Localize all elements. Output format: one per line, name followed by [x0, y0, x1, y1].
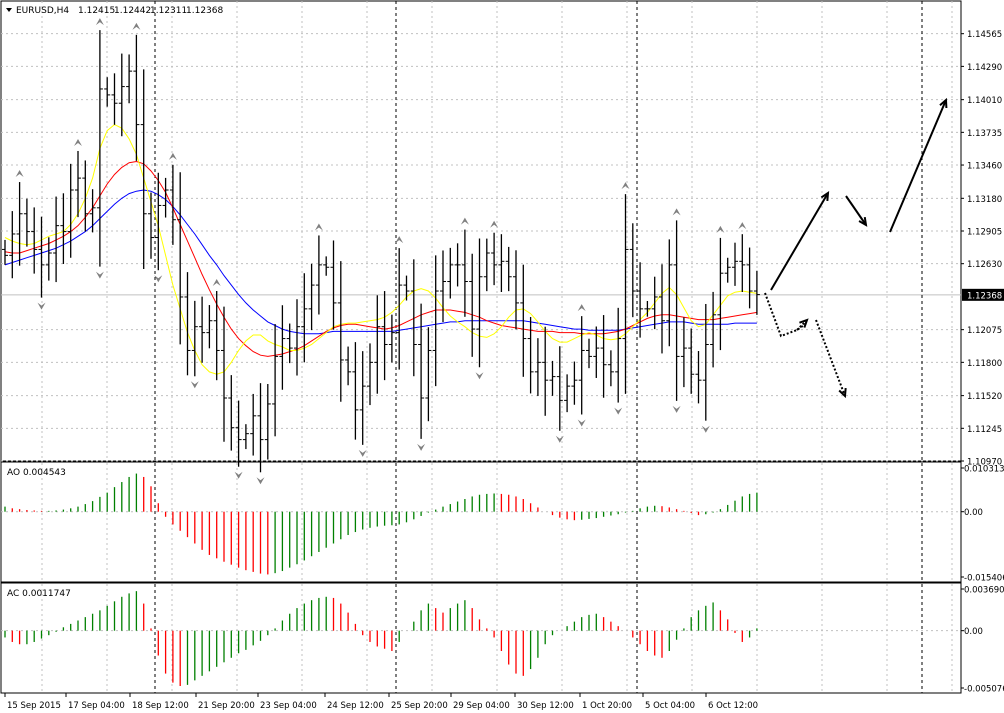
- fractal-up-icon: [395, 236, 404, 244]
- price-tick-label: 1.12075: [967, 326, 1002, 336]
- time-tick-label: 15 Sep 2015: [7, 701, 61, 711]
- ac-axis: 0.003690 0.00 -0.005076: [961, 586, 1004, 695]
- triangle-down-icon[interactable]: [6, 8, 12, 12]
- high-value: 1.12442: [114, 6, 151, 16]
- price-bars: [2, 30, 760, 473]
- ao-axis: 0.010313 0.00 -0.015406: [961, 465, 1004, 584]
- ao-label: AO 0.004543: [7, 468, 66, 478]
- time-axis: 15 Sep 2015 17 Sep 04:00 18 Sep 12:00 21 Se…: [4, 693, 758, 711]
- low-value: 1.12311: [150, 6, 187, 16]
- time-tick-label: 24 Sep 12:00: [327, 701, 384, 711]
- time-tick-label: 29 Sep 04:00: [453, 701, 510, 711]
- forecast-dotted-arrow-2: [815, 319, 846, 397]
- fractal-up-icon: [15, 170, 24, 178]
- fractal-up-icon: [168, 152, 177, 160]
- forecast-arrow-up-1: [770, 192, 829, 291]
- price-tick-label: 1.13735: [967, 129, 1002, 139]
- forecast-dotted-arrow-1-head: [799, 318, 809, 328]
- price-tick-label: 1.13180: [967, 195, 1002, 205]
- fractal-down-icon: [154, 275, 163, 283]
- fractal-down-icon: [358, 449, 367, 457]
- forecast-dotted-path: [764, 292, 808, 338]
- day-separators: [154, 1, 923, 693]
- fractal-up-icon: [621, 182, 630, 190]
- fractal-up-icon: [212, 278, 221, 286]
- time-tick-label: 6 Oct 12:00: [708, 701, 758, 711]
- fractal-up-icon: [460, 217, 469, 225]
- time-tick-label: 18 Sep 12:00: [132, 701, 189, 711]
- forecast-arrow-up-1-head: [820, 191, 830, 202]
- ma-mid-line: [4, 160, 757, 357]
- forecast-arrow-down-1: [845, 195, 867, 226]
- fractal-up-icon: [74, 138, 82, 146]
- time-tick-label: 17 Sep 04:00: [68, 701, 125, 711]
- fractal-up-icon: [95, 18, 104, 26]
- fractal-down-icon: [417, 443, 426, 451]
- forecast-arrows: [764, 97, 948, 399]
- fractal-down-icon: [256, 477, 265, 485]
- osc-tick-label: -0.015406: [964, 574, 1004, 584]
- fractal-up-icon: [716, 225, 725, 233]
- fractal-up-icon: [672, 208, 681, 216]
- open-value: 1.12415: [78, 6, 115, 16]
- time-tick-label: 25 Sep 20:00: [391, 701, 448, 711]
- price-tick-label: 1.10970: [967, 458, 1002, 468]
- price-tick-label: 1.11520: [967, 392, 1002, 402]
- fractal-up-icon: [132, 22, 141, 30]
- fractal-down-icon: [672, 405, 681, 413]
- time-tick-label: 1 Oct 20:00: [582, 701, 632, 711]
- symbol-label: EURUSD,H4: [16, 6, 69, 16]
- fractal-down-icon: [234, 471, 243, 479]
- ma-fast-line: [4, 124, 757, 375]
- price-tick-label: 1.14290: [967, 63, 1002, 73]
- fractal-up-icon: [490, 220, 499, 228]
- osc-tick-label: -0.005076: [964, 685, 1004, 695]
- moving-averages: [4, 124, 757, 375]
- time-tick-label: 5 Oct 04:00: [645, 701, 695, 711]
- fractal-markers: [15, 18, 747, 485]
- time-tick-label: 23 Sep 04:00: [260, 701, 317, 711]
- current-price-tag: [962, 288, 1004, 301]
- forecast-arrow-up-2: [889, 99, 947, 233]
- fractal-up-icon: [738, 222, 747, 230]
- price-tick-label: 1.12630: [967, 260, 1002, 270]
- ac-panel-frame: [0, 582, 962, 694]
- ac-label: AC 0.0011747: [7, 589, 71, 599]
- fractal-down-icon: [701, 425, 710, 433]
- fractal-down-icon: [475, 372, 484, 380]
- forecast-arrow-up-2-head: [939, 97, 948, 109]
- osc-tick-label: 0.00: [964, 508, 983, 518]
- time-tick-label: 30 Sep 12:00: [517, 701, 574, 711]
- ao-panel-frame: [0, 461, 962, 583]
- fractal-up-icon: [577, 304, 586, 312]
- price-tick-label: 1.11245: [967, 425, 1002, 435]
- osc-tick-label: 0.010313: [964, 465, 1004, 475]
- ac-histogram: [4, 591, 758, 687]
- forecast-arrow-down-1-head: [858, 216, 868, 227]
- time-tick-label: 21 Sep 20:00: [198, 701, 255, 711]
- close-value: 1.12368: [186, 6, 223, 16]
- ao-histogram: [4, 473, 758, 575]
- forecast-dotted-arrow-2-head: [838, 387, 847, 399]
- fractal-down-icon: [614, 407, 623, 415]
- fractal-down-icon: [577, 419, 586, 427]
- price-axis: 1.14565 1.14290 1.14010 1.13735 1.13460 1.131…: [961, 30, 1004, 468]
- price-tick-label: 1.13460: [967, 162, 1002, 172]
- osc-tick-label: 0.00: [964, 627, 983, 637]
- osc-tick-label: 0.003690: [964, 586, 1004, 596]
- price-tick-label: 1.12905: [967, 228, 1002, 238]
- fractal-down-icon: [555, 435, 564, 443]
- fractal-up-icon: [314, 223, 323, 231]
- price-tick-label: 1.14010: [967, 96, 1002, 106]
- fractal-down-icon: [95, 271, 104, 279]
- price-tick-label: 1.14565: [967, 30, 1002, 40]
- current-price-label: 1.12368: [967, 291, 1002, 301]
- fractal-down-icon: [37, 302, 46, 310]
- fractal-down-icon: [190, 381, 199, 389]
- price-tick-label: 1.11800: [967, 359, 1002, 369]
